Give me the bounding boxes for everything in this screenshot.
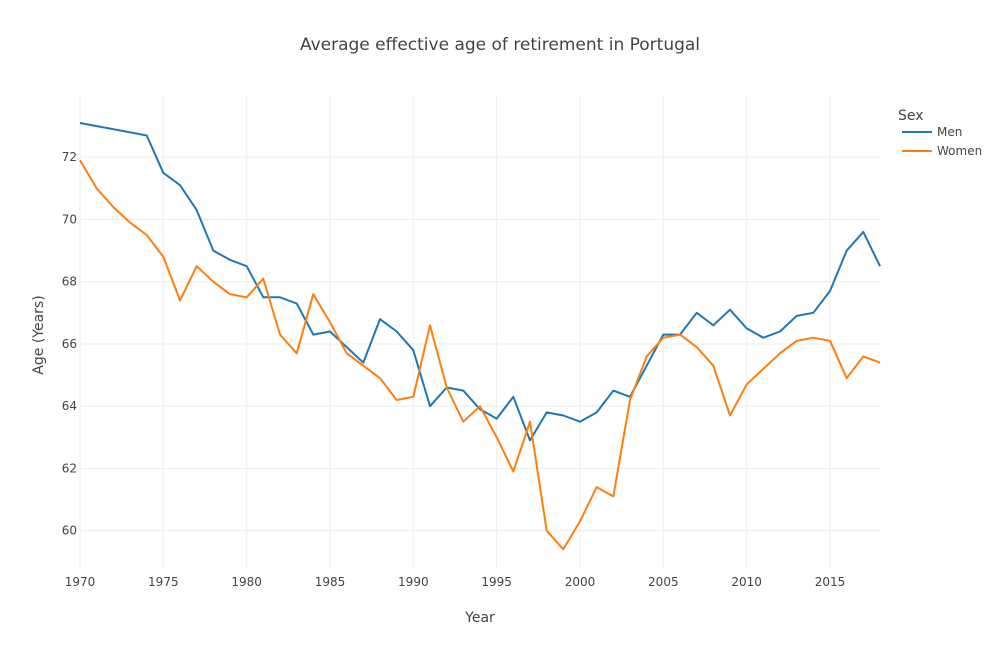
x-tick-label: 1990 [398,575,429,589]
series-group [79,122,881,551]
x-tick-label: 1995 [481,575,512,589]
y-tick-label: 72 [62,150,77,164]
y-tick-label: 66 [62,337,77,351]
x-tick-label: 2000 [565,575,596,589]
x-tick-label: 2010 [731,575,762,589]
y-tick-label: 64 [62,399,77,413]
gridlines [79,95,880,568]
chart-title: Average effective age of retirement in P… [300,35,700,55]
y-tick-label: 70 [62,212,77,226]
y-tick-label: 68 [62,275,77,289]
x-tick-label: 1980 [231,575,262,589]
x-tick-label: 1985 [315,575,346,589]
x-tick-label: 1975 [148,575,179,589]
x-tick-label: 1970 [65,575,96,589]
x-axis-ticks: 1970 1975 1980 1985 1990 1995 2000 2005 2010 2015 [65,575,846,589]
x-tick-label: 2015 [815,575,846,589]
y-axis-label: Age (Years) [31,295,47,374]
legend-label-women[interactable]: Women [937,144,982,158]
series-line-men [79,122,881,442]
y-axis-ticks: 60 62 64 66 68 70 72 [62,150,77,537]
legend-title: Sex [898,108,924,124]
legend-label-men[interactable]: Men [937,125,962,139]
x-tick-label: 2005 [648,575,679,589]
x-axis-label: Year [464,610,495,626]
y-tick-label: 62 [62,461,77,475]
series-line-women [79,159,881,551]
legend: Sex Men Women [898,108,982,158]
y-tick-label: 60 [62,524,77,538]
